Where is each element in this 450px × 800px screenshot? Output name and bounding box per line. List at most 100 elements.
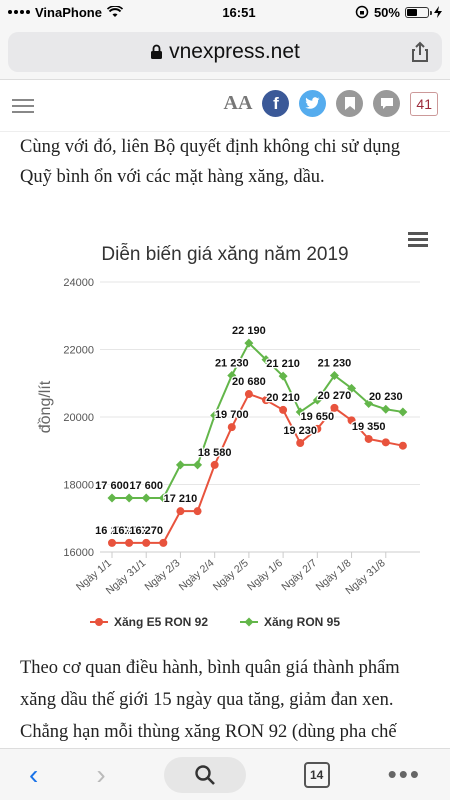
data-point <box>398 407 408 417</box>
data-point <box>210 410 220 420</box>
data-point <box>381 438 390 447</box>
more-icon[interactable]: ••• <box>387 759 421 789</box>
data-label: 17 600 <box>95 480 129 492</box>
y-tick-label: 24000 <box>63 277 94 289</box>
legend-item-label[interactable]: Xăng RON 95 <box>264 615 340 629</box>
twitter-icon[interactable] <box>299 90 327 117</box>
data-point <box>329 370 339 380</box>
legend-marker[interactable] <box>95 618 103 626</box>
data-point <box>108 538 116 547</box>
data-point <box>176 507 185 516</box>
menu-icon[interactable] <box>12 98 34 113</box>
clock: 16:51 <box>222 4 256 20</box>
data-point <box>193 507 202 516</box>
legend-item-label[interactable]: Xăng E5 RON 92 <box>114 615 208 629</box>
data-point <box>347 383 357 393</box>
wifi-icon <box>106 6 123 17</box>
back-icon[interactable]: ‹ <box>29 758 39 790</box>
data-point <box>227 423 236 432</box>
y-tick-label: 20000 <box>63 412 94 424</box>
y-tick-label: 18000 <box>63 480 94 492</box>
address-bar[interactable]: vnexpress.net <box>8 31 442 72</box>
data-point <box>142 538 151 547</box>
data-point <box>278 371 288 381</box>
data-point <box>279 405 288 414</box>
data-label: 16 270 <box>95 525 129 537</box>
data-point <box>124 493 134 503</box>
x-tick-label: Ngày 2/7 <box>279 557 319 593</box>
data-point <box>141 493 151 503</box>
y-tick-label: 16000 <box>63 547 94 559</box>
data-label: 17 210 <box>164 493 198 505</box>
bookmark-icon[interactable] <box>336 90 364 117</box>
facebook-icon[interactable]: f <box>262 90 290 117</box>
battery-fill <box>406 8 417 16</box>
data-point <box>175 460 185 470</box>
x-tick-label: Ngày 2/5 <box>211 557 251 593</box>
lock-icon <box>151 44 163 59</box>
share-icon[interactable] <box>408 40 432 64</box>
data-point <box>381 404 391 414</box>
data-label: 20 270 <box>318 390 352 402</box>
chart-series <box>107 338 408 547</box>
data-point <box>313 424 322 433</box>
status-right: 50% <box>355 5 442 20</box>
data-label: 20 680 <box>232 376 266 388</box>
comment-count-badge[interactable]: 41 <box>410 91 438 116</box>
data-label: 20 230 <box>369 391 403 403</box>
article-paragraph: Cùng với đó, liên Bộ quyết định không ch… <box>20 137 401 187</box>
toolbar-actions: AA f 41 <box>224 90 438 117</box>
font-size-button[interactable]: AA <box>223 92 253 114</box>
domain-label: vnexpress.net <box>169 39 300 63</box>
series-line <box>112 392 404 544</box>
data-point <box>107 493 117 503</box>
data-point <box>364 399 374 408</box>
browser-address-area: vnexpress.net <box>0 24 450 80</box>
x-tick-label: Ngày 2/3 <box>142 557 182 593</box>
chart-legend[interactable]: Xăng E5 RON 92 Xăng RON 95 <box>90 615 340 629</box>
data-point <box>244 390 253 399</box>
data-label: 19 650 <box>301 411 335 423</box>
search-icon <box>194 764 215 785</box>
charging-icon <box>433 6 442 18</box>
data-point <box>261 355 271 365</box>
data-point <box>125 538 134 547</box>
data-point <box>398 441 407 450</box>
data-label: 17 600 <box>129 480 163 492</box>
comment-icon[interactable] <box>373 90 401 117</box>
legend-marker[interactable] <box>244 617 254 627</box>
chart-menu-icon[interactable] <box>408 232 428 247</box>
battery-percent: 50% <box>373 4 400 20</box>
status-bar: VinaPhone 16:51 50% <box>0 0 450 24</box>
data-label: 18 580 <box>198 447 232 459</box>
data-point <box>227 370 237 380</box>
data-label: 21 210 <box>266 358 300 370</box>
data-point <box>364 434 373 443</box>
tabs-button[interactable]: 14 <box>303 761 330 788</box>
rotation-lock-icon <box>355 5 369 19</box>
chart-grid <box>100 281 420 553</box>
forward-icon[interactable]: › <box>96 758 106 790</box>
data-label: 21 230 <box>318 357 352 369</box>
data-point <box>159 538 168 547</box>
data-label: 19 700 <box>215 409 249 421</box>
x-tick-label: Ngày 1/6 <box>245 557 285 593</box>
data-point <box>193 460 203 470</box>
data-label: 22 190 <box>232 325 266 337</box>
data-point <box>312 395 322 405</box>
price-chart-svg: Diễn biến giá xăng năm 2019 24000 22000 20… <box>37 243 420 629</box>
price-chart: Diễn biến giá xăng năm 2019 24000 22000 20… <box>0 222 450 652</box>
x-tick-label: Ngày 2/4 <box>177 557 217 593</box>
y-axis-label: đồng/lít <box>37 380 54 433</box>
data-point <box>262 396 270 405</box>
data-label: 21 230 <box>215 357 249 369</box>
data-label: 20 210 <box>266 392 300 404</box>
data-point <box>158 493 168 503</box>
data-point <box>347 416 356 425</box>
search-button[interactable] <box>163 756 246 793</box>
signal-icon <box>8 10 30 14</box>
chart-title: Diễn biến giá xăng năm 2019 <box>101 243 348 265</box>
carrier-label: VinaPhone <box>35 4 102 20</box>
data-point <box>296 438 305 447</box>
